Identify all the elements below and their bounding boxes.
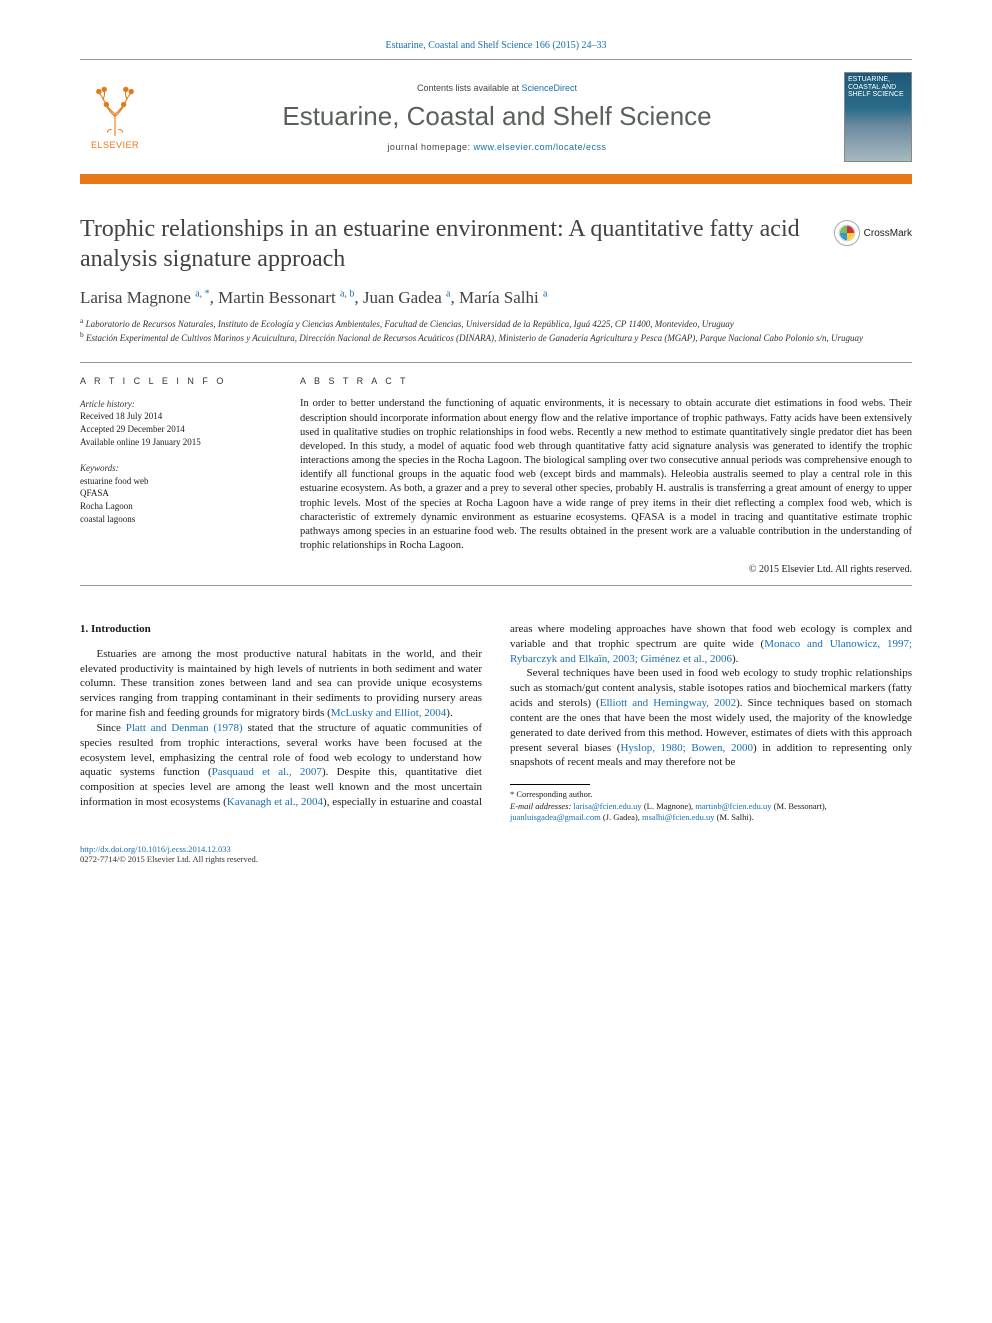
history-block: Article history: Received 18 July 2014 A… (80, 398, 260, 448)
article-title: Trophic relationships in an estuarine en… (80, 214, 912, 274)
crossmark-badge[interactable]: CrossMark (834, 220, 912, 246)
article-info-label: A R T I C L E I N F O (80, 375, 260, 388)
abstract: A B S T R A C T In order to better under… (300, 375, 912, 577)
body-columns: 1. Introduction Estuaries are among the … (80, 622, 912, 824)
crossmark-icon (834, 220, 860, 246)
affiliations: a Laboratorio de Recursos Naturales, Ins… (80, 316, 912, 344)
text: Since (97, 722, 126, 734)
ref-link[interactable]: McLusky and Elliot, 2004 (331, 707, 447, 719)
journal-header: ELSEVIER Contents lists available at Sci… (80, 59, 912, 175)
rule (80, 585, 912, 586)
email-link[interactable]: juanluisgadea@gmail.com (510, 812, 601, 822)
email-name: (M. Bessonart), (774, 801, 827, 811)
homepage-line: journal homepage: www.elsevier.com/locat… (170, 142, 824, 152)
publisher-name: ELSEVIER (91, 140, 139, 150)
corresponding-author: * Corresponding author. (510, 789, 912, 800)
ref-link[interactable]: Elliott and Hemingway, 2002 (600, 697, 736, 709)
footnote-rule (510, 784, 590, 785)
email-label: E-mail addresses: (510, 801, 571, 811)
homepage-prefix: journal homepage: (387, 142, 473, 152)
email-name: (M. Salhi). (717, 812, 754, 822)
homepage-link[interactable]: www.elsevier.com/locate/ecss (474, 142, 607, 152)
keyword-2: QFASA (80, 487, 260, 500)
rule (80, 362, 912, 363)
email-name: (J. Gadea), (603, 812, 640, 822)
history-label: Article history: (80, 398, 260, 411)
authors: Larisa Magnone a, *, Martin Bessonart a,… (80, 288, 912, 308)
ref-link[interactable]: Hyslop, 1980; Bowen, 2000 (620, 742, 753, 754)
sciencedirect-link[interactable]: ScienceDirect (522, 83, 578, 93)
email-link[interactable]: larisa@fcien.edu.uy (573, 801, 641, 811)
journal-name: Estuarine, Coastal and Shelf Science (170, 101, 824, 132)
online-date: Available online 19 January 2015 (80, 436, 260, 449)
email-link[interactable]: msalhi@fcien.edu.uy (642, 812, 715, 822)
abstract-label: A B S T R A C T (300, 375, 912, 387)
author-3: Juan Gadea (363, 288, 442, 307)
author-2: Martin Bessonart (218, 288, 336, 307)
cover-title: ESTUARINE, COASTAL AND SHELF SCIENCE (848, 76, 908, 99)
author-1: Larisa Magnone (80, 288, 191, 307)
ref-link[interactable]: Pasquaud et al., 2007 (212, 766, 322, 778)
keywords-label: Keywords: (80, 462, 260, 475)
text: ). (732, 653, 738, 665)
abstract-text: In order to better understand the functi… (300, 397, 912, 553)
author-1-sup: a, * (195, 288, 209, 299)
email-addresses: E-mail addresses: larisa@fcien.edu.uy (L… (510, 801, 912, 824)
keyword-4: coastal lagoons (80, 513, 260, 526)
article-head: Trophic relationships in an estuarine en… (80, 214, 912, 344)
doi-link[interactable]: http://dx.doi.org/10.1016/j.ecss.2014.12… (80, 844, 231, 854)
ref-link[interactable]: Kavanagh et al., 2004 (227, 796, 323, 808)
author-4-sup: a (543, 288, 547, 299)
journal-cover-thumb: ESTUARINE, COASTAL AND SHELF SCIENCE (844, 72, 912, 162)
paragraph-1: Estuaries are among the most productive … (80, 647, 482, 721)
publisher-logo: ELSEVIER (80, 77, 150, 157)
footnotes: * Corresponding author. E-mail addresses… (510, 789, 912, 823)
affiliation-b: Estación Experimental de Cultivos Marino… (86, 333, 863, 343)
author-4: María Salhi (459, 288, 539, 307)
issn-copyright: 0272-7714/© 2015 Elsevier Ltd. All right… (80, 854, 912, 864)
crossmark-label: CrossMark (864, 228, 912, 239)
text: ). (446, 707, 452, 719)
article-info: A R T I C L E I N F O Article history: R… (80, 375, 260, 577)
contents-prefix: Contents lists available at (417, 83, 522, 93)
orange-rule (80, 174, 912, 184)
author-2-sup: a, b (340, 288, 354, 299)
received-date: Received 18 July 2014 (80, 410, 260, 423)
affiliation-a: Laboratorio de Recursos Naturales, Insti… (86, 319, 734, 329)
ref-link[interactable]: Platt and Denman (1978) (126, 722, 243, 734)
accepted-date: Accepted 29 December 2014 (80, 423, 260, 436)
keyword-3: Rocha Lagoon (80, 500, 260, 513)
info-abstract-row: A R T I C L E I N F O Article history: R… (80, 375, 912, 577)
contents-available: Contents lists available at ScienceDirec… (170, 83, 824, 93)
abstract-copyright: © 2015 Elsevier Ltd. All rights reserved… (300, 563, 912, 577)
keywords-block: Keywords: estuarine food web QFASA Rocha… (80, 462, 260, 525)
section-heading: 1. Introduction (80, 622, 482, 637)
bottom-info: http://dx.doi.org/10.1016/j.ecss.2014.12… (80, 844, 912, 864)
elsevier-tree-icon (88, 84, 142, 138)
email-link[interactable]: martinb@fcien.edu.uy (695, 801, 771, 811)
paragraph-4: Several techniques have been used in foo… (510, 666, 912, 770)
keyword-1: estuarine food web (80, 475, 260, 488)
citation-line: Estuarine, Coastal and Shelf Science 166… (80, 40, 912, 51)
email-name: (L. Magnone), (644, 801, 693, 811)
author-3-sup: a (446, 288, 450, 299)
header-center: Contents lists available at ScienceDirec… (170, 83, 824, 152)
